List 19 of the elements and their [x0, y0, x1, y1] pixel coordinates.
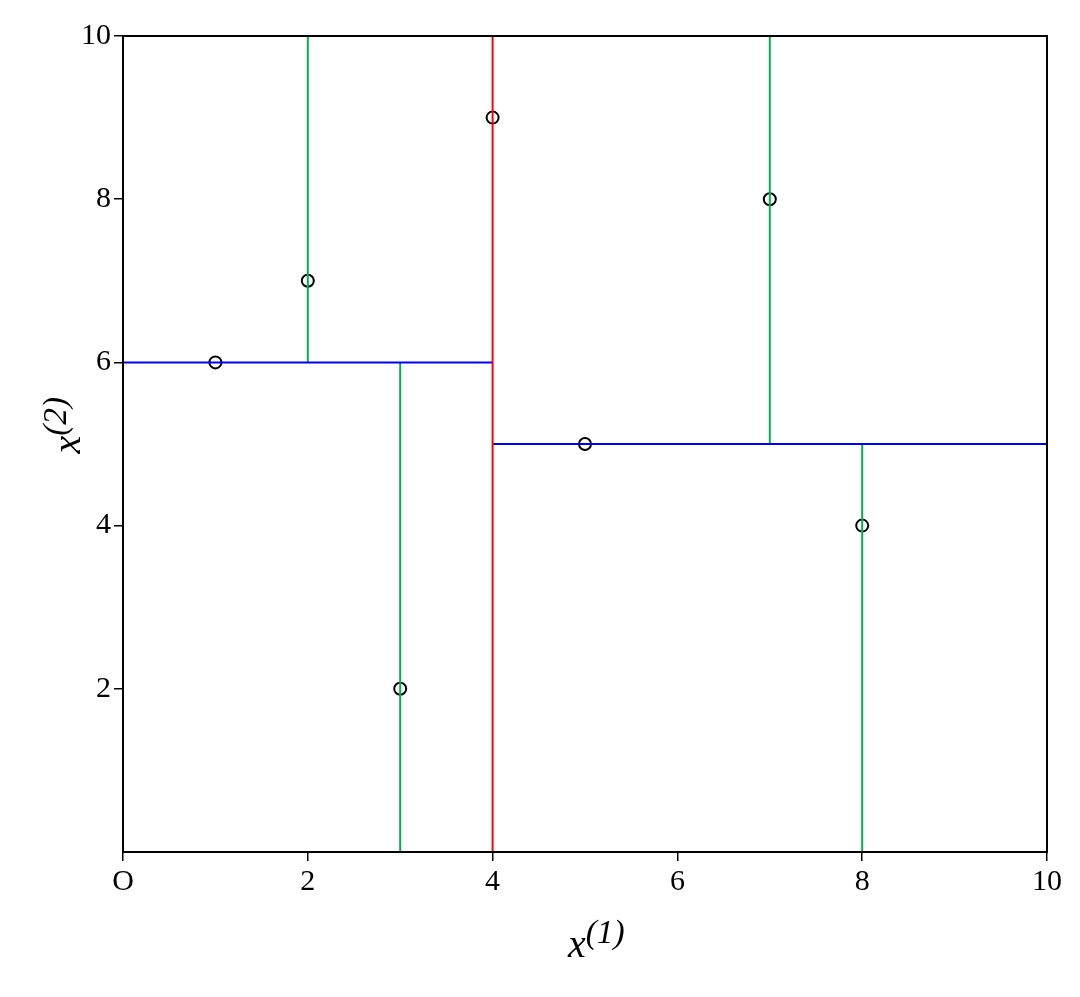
y-tick-label: 8 [96, 180, 111, 214]
x-tick-label: 10 [1032, 862, 1062, 896]
x-tick-label: 2 [300, 862, 316, 896]
point [485, 110, 500, 125]
point [578, 437, 592, 451]
point [208, 355, 223, 370]
y-tick-label: 2 [96, 669, 111, 703]
point [393, 681, 408, 696]
point [300, 273, 315, 288]
y-tick-label: 6 [96, 343, 111, 377]
x-tick-label: 4 [485, 862, 501, 896]
x-tick-label: O [112, 862, 134, 896]
y-tick-label: 10 [81, 16, 111, 50]
x-axis-title: x$^{(1)}$ [568, 913, 625, 968]
x-tick-label: 6 [669, 862, 685, 896]
point [855, 518, 870, 533]
y-tick-label: 4 [96, 506, 111, 540]
x-tick-label: 8 [854, 862, 870, 896]
point [762, 192, 777, 207]
